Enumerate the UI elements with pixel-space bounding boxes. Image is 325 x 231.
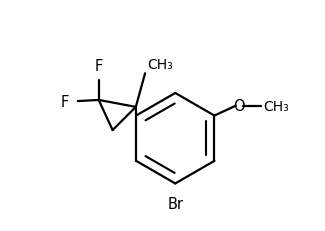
Text: O: O [233,99,245,114]
Text: CH₃: CH₃ [264,99,289,113]
Text: F: F [60,94,69,109]
Text: CH₃: CH₃ [147,58,173,72]
Text: F: F [95,59,103,74]
Text: Br: Br [167,196,183,211]
